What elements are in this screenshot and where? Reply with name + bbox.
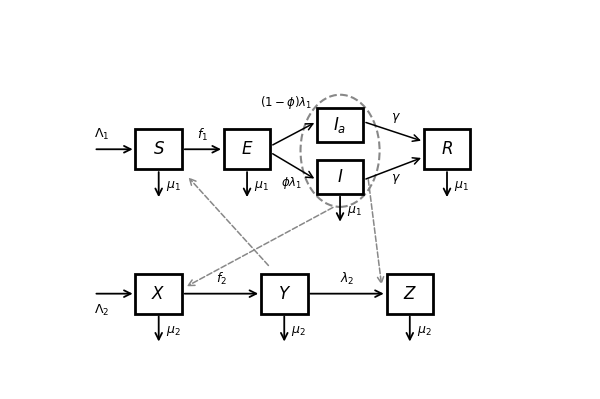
Text: $\mu_1$: $\mu_1$ bbox=[454, 179, 469, 193]
Text: $\lambda_2$: $\lambda_2$ bbox=[340, 271, 355, 287]
Text: $I_a$: $I_a$ bbox=[334, 115, 347, 135]
Text: $\gamma$: $\gamma$ bbox=[391, 172, 401, 186]
Text: $\mu_2$: $\mu_2$ bbox=[291, 324, 306, 338]
FancyBboxPatch shape bbox=[386, 274, 433, 314]
Text: $I$: $I$ bbox=[337, 168, 343, 186]
Text: $(1-\phi)\lambda_1$: $(1-\phi)\lambda_1$ bbox=[260, 94, 313, 111]
Text: $f_2$: $f_2$ bbox=[216, 271, 227, 287]
Text: $\mu_1$: $\mu_1$ bbox=[347, 204, 362, 218]
Text: $\phi\lambda_1$: $\phi\lambda_1$ bbox=[281, 176, 302, 192]
FancyBboxPatch shape bbox=[317, 108, 363, 142]
FancyBboxPatch shape bbox=[136, 129, 182, 169]
Text: $Y$: $Y$ bbox=[278, 284, 291, 303]
Text: $\gamma$: $\gamma$ bbox=[391, 111, 401, 125]
Text: $R$: $R$ bbox=[441, 140, 453, 158]
FancyBboxPatch shape bbox=[136, 274, 182, 314]
Text: $X$: $X$ bbox=[151, 284, 166, 303]
FancyBboxPatch shape bbox=[261, 274, 308, 314]
FancyBboxPatch shape bbox=[224, 129, 271, 169]
Text: $Z$: $Z$ bbox=[403, 284, 417, 303]
Text: $\Lambda_1$: $\Lambda_1$ bbox=[94, 126, 109, 142]
Text: $S$: $S$ bbox=[152, 140, 165, 158]
FancyBboxPatch shape bbox=[317, 160, 363, 194]
Text: $\mu_2$: $\mu_2$ bbox=[166, 324, 181, 338]
Text: $f_1$: $f_1$ bbox=[197, 126, 208, 142]
Text: $\mu_1$: $\mu_1$ bbox=[254, 179, 269, 193]
FancyBboxPatch shape bbox=[424, 129, 470, 169]
Text: $E$: $E$ bbox=[241, 140, 253, 158]
Text: $\mu_2$: $\mu_2$ bbox=[417, 324, 431, 338]
Text: $\mu_1$: $\mu_1$ bbox=[166, 179, 181, 193]
Text: $\Lambda_2$: $\Lambda_2$ bbox=[94, 303, 109, 318]
